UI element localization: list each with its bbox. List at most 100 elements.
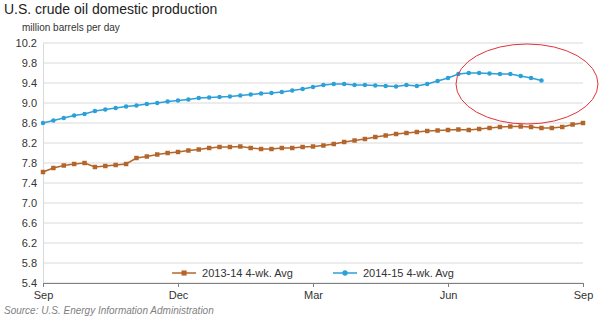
y-tick: 5.4 bbox=[22, 277, 43, 289]
series-marker bbox=[435, 128, 439, 132]
series-marker bbox=[155, 101, 160, 106]
y-tick-label: 8.2 bbox=[22, 137, 37, 149]
series-marker bbox=[238, 93, 243, 98]
grid-line bbox=[43, 123, 583, 124]
series-marker bbox=[352, 138, 356, 142]
series-marker bbox=[124, 104, 129, 109]
x-tick: Dec bbox=[169, 283, 189, 301]
series-marker bbox=[477, 127, 481, 131]
series-marker bbox=[394, 84, 399, 89]
series-marker bbox=[113, 163, 117, 167]
x-axis: Sep Dec Mar Jun Sep bbox=[34, 283, 594, 301]
series-marker bbox=[62, 116, 67, 121]
series-marker bbox=[145, 102, 150, 107]
series-marker bbox=[363, 137, 367, 141]
series-marker bbox=[186, 148, 190, 152]
y-axis-title: million barrels per day bbox=[22, 22, 120, 33]
y-tick-label: 10.2 bbox=[16, 37, 37, 49]
series-marker bbox=[415, 84, 420, 89]
x-tick-label: Dec bbox=[169, 289, 189, 301]
series-marker bbox=[248, 92, 253, 97]
series-marker bbox=[415, 130, 419, 134]
source: Source: U.S. Energy Information Administ… bbox=[4, 305, 214, 316]
y-tick-label: 8.6 bbox=[22, 117, 37, 129]
series-marker bbox=[383, 133, 387, 137]
y-tick-label: 9.0 bbox=[22, 97, 37, 109]
series-marker bbox=[363, 83, 368, 88]
series-marker bbox=[300, 87, 305, 92]
series-marker bbox=[383, 84, 388, 89]
series-marker bbox=[72, 113, 77, 118]
grid-line bbox=[43, 203, 583, 204]
series-marker bbox=[332, 82, 337, 87]
x-tick: Sep bbox=[574, 283, 594, 301]
y-axis: 5.45.86.26.67.07.47.88.28.69.09.49.810.2 bbox=[16, 37, 44, 289]
series-marker bbox=[498, 125, 502, 129]
series-marker bbox=[508, 72, 513, 77]
series-marker bbox=[487, 71, 492, 76]
series-marker bbox=[321, 143, 325, 147]
series-marker bbox=[550, 126, 554, 130]
series-marker bbox=[248, 146, 252, 150]
series-marker bbox=[456, 127, 460, 131]
series-line bbox=[43, 123, 583, 172]
series-marker bbox=[529, 125, 533, 129]
y-tick: 8.6 bbox=[22, 117, 43, 129]
y-tick-label: 5.8 bbox=[22, 257, 37, 269]
series-marker bbox=[124, 162, 128, 166]
series-marker bbox=[539, 126, 543, 130]
grid-line bbox=[43, 263, 583, 264]
grid-line bbox=[43, 143, 583, 144]
x-tick: Jun bbox=[440, 283, 458, 301]
series-marker bbox=[207, 146, 211, 150]
x-tick: Sep bbox=[34, 283, 54, 301]
series-marker bbox=[332, 142, 336, 146]
x-tick: Mar bbox=[304, 283, 323, 301]
series-marker bbox=[103, 164, 107, 168]
series-marker bbox=[394, 132, 398, 136]
series-marker bbox=[41, 121, 46, 126]
series-marker bbox=[82, 112, 87, 117]
x-tick-label: Jun bbox=[440, 289, 458, 301]
y-tick-label: 7.8 bbox=[22, 157, 37, 169]
series-marker bbox=[165, 99, 170, 104]
series-marker bbox=[145, 154, 149, 158]
series-marker bbox=[134, 156, 138, 160]
y-tick: 7.8 bbox=[22, 157, 43, 169]
series-marker bbox=[259, 147, 263, 151]
series-marker bbox=[300, 145, 304, 149]
x-tick-mark bbox=[43, 283, 44, 287]
y-tick: 8.2 bbox=[22, 137, 43, 149]
x-tick-mark bbox=[313, 283, 314, 287]
series-marker bbox=[321, 83, 326, 88]
y-tick: 6.6 bbox=[22, 217, 43, 229]
series-marker bbox=[290, 88, 295, 93]
grid-line bbox=[43, 183, 583, 184]
series-marker bbox=[93, 165, 97, 169]
y-tick: 7.0 bbox=[22, 197, 43, 209]
series-marker bbox=[155, 152, 159, 156]
series bbox=[41, 121, 585, 174]
series-marker bbox=[518, 74, 523, 79]
series-marker bbox=[228, 94, 233, 99]
series-marker bbox=[269, 147, 273, 151]
x-tick-label: Mar bbox=[304, 289, 323, 301]
series-marker bbox=[280, 146, 284, 150]
series-marker bbox=[560, 125, 564, 129]
series-marker bbox=[498, 72, 503, 77]
series-marker bbox=[228, 145, 232, 149]
x-tick-label: Sep bbox=[574, 289, 594, 301]
series-marker bbox=[487, 126, 491, 130]
grid-line bbox=[43, 83, 583, 84]
series-marker bbox=[342, 82, 347, 87]
series-marker bbox=[508, 124, 512, 128]
series-marker bbox=[352, 83, 357, 88]
series-marker bbox=[217, 95, 222, 100]
series-marker bbox=[467, 71, 472, 76]
series-marker bbox=[207, 95, 212, 100]
grid-line bbox=[43, 63, 583, 64]
legend-entry: 2013-14 4-wk. Avg bbox=[172, 267, 293, 279]
series-marker bbox=[269, 91, 274, 96]
chart: 5.45.86.26.67.07.47.88.28.69.09.49.810.2… bbox=[0, 0, 600, 319]
y-tick: 9.8 bbox=[22, 57, 43, 69]
